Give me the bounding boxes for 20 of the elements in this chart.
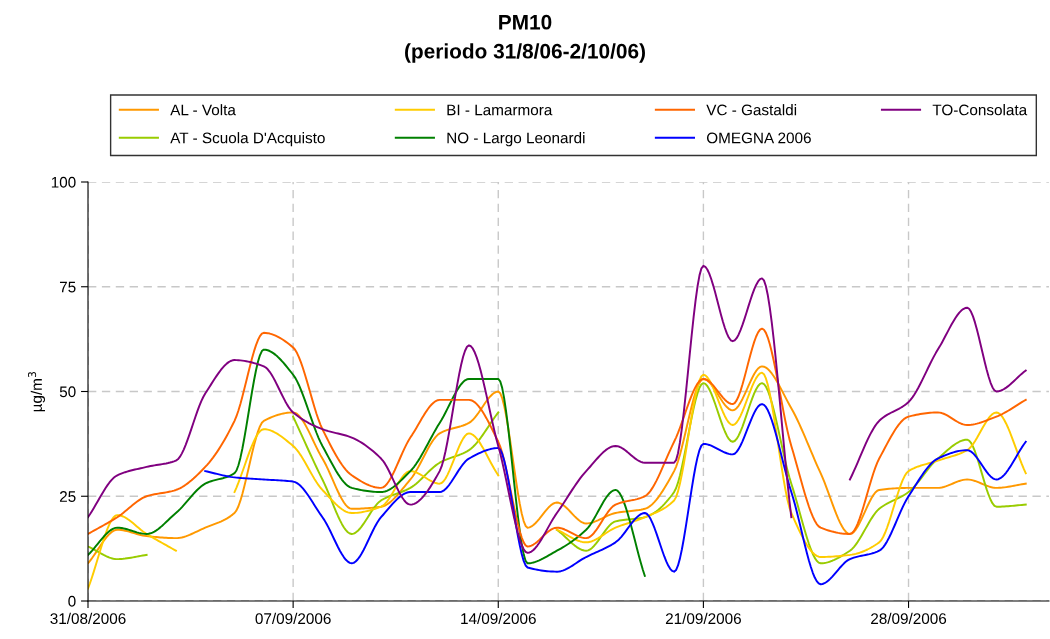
legend-label: TO-Consolata xyxy=(932,104,1028,116)
y-tick-label: 50 xyxy=(59,386,76,398)
x-tick-label: 07/09/2006 xyxy=(255,612,331,625)
x-tick-label: 14/09/2006 xyxy=(461,612,536,625)
legend-label: AL - Volta xyxy=(170,104,236,116)
legend-label: BI - Lamarmora xyxy=(447,104,553,116)
x-tick-label: 21/09/2006 xyxy=(665,612,741,625)
legend-label: VC - Gastaldi xyxy=(706,104,797,116)
x-tick-label: 31/08/2006 xyxy=(50,612,126,625)
x-tick-label: 28/09/2006 xyxy=(871,612,947,625)
y-axis-title: µg/m$^{3}$ xyxy=(28,371,45,412)
legend-label: OMEGNA 2006 xyxy=(706,132,811,144)
chart-subtitle: (periodo 31/8/06-2/10/06) xyxy=(405,43,645,63)
y-tick-label: 25 xyxy=(59,491,76,502)
y-tick-label: 0 xyxy=(68,595,76,607)
y-tick-label: 100 xyxy=(51,176,76,188)
chart-title: PM10 xyxy=(499,14,552,30)
y-tick-label: 75 xyxy=(59,281,76,293)
legend-label: AT - Scuola D'Acquisto xyxy=(170,132,325,147)
legend-label: NO - Largo Leonardi xyxy=(447,132,585,147)
